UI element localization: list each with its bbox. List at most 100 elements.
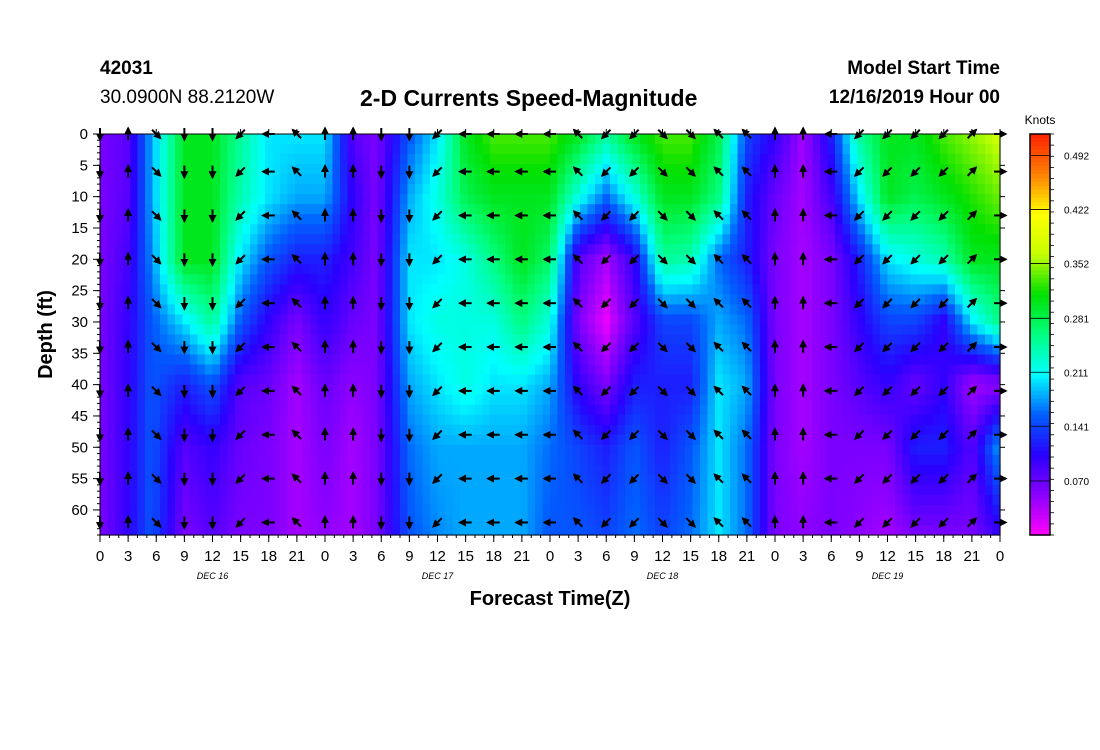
heat-cell bbox=[745, 434, 754, 446]
heat-cell bbox=[685, 194, 694, 205]
heat-cell bbox=[490, 464, 499, 476]
heat-cell bbox=[317, 404, 326, 416]
heat-cell bbox=[115, 174, 124, 185]
heat-cell bbox=[565, 454, 574, 466]
heat-cell bbox=[865, 434, 874, 446]
heat-cell bbox=[782, 424, 791, 436]
heat-cell bbox=[865, 144, 874, 155]
heat-cell bbox=[587, 144, 596, 155]
heat-cell bbox=[205, 244, 214, 255]
heat-cell bbox=[790, 374, 799, 386]
heat-cell bbox=[227, 134, 236, 145]
heat-cell bbox=[527, 424, 536, 436]
heat-cell bbox=[760, 294, 769, 306]
heat-cell bbox=[730, 134, 739, 145]
heat-cell bbox=[182, 484, 191, 496]
heat-cell bbox=[670, 144, 679, 155]
heat-cell bbox=[640, 464, 649, 476]
heat-cell bbox=[625, 364, 634, 376]
heat-cell bbox=[977, 244, 986, 255]
heat-cell bbox=[280, 374, 289, 386]
heat-cell bbox=[925, 244, 934, 255]
heat-cell bbox=[497, 254, 506, 265]
heat-cell bbox=[287, 304, 296, 316]
heat-cell bbox=[265, 194, 274, 205]
heat-cell bbox=[737, 314, 746, 326]
heat-cell bbox=[355, 404, 364, 416]
heat-cell bbox=[512, 244, 521, 255]
heat-cell bbox=[895, 234, 904, 245]
heat-cell bbox=[872, 354, 881, 366]
heat-cell bbox=[835, 414, 844, 426]
heat-cell bbox=[745, 274, 754, 285]
heat-cell bbox=[280, 134, 289, 145]
heat-cell bbox=[587, 284, 596, 295]
heat-cell bbox=[707, 394, 716, 406]
heat-cell bbox=[452, 204, 461, 215]
heat-cell bbox=[977, 354, 986, 366]
heat-cell bbox=[422, 234, 431, 245]
heat-cell bbox=[632, 484, 641, 496]
heat-cell bbox=[850, 404, 859, 416]
heat-cell bbox=[587, 424, 596, 436]
heat-cell bbox=[422, 384, 431, 396]
heat-cell bbox=[595, 184, 604, 195]
heat-cell bbox=[107, 254, 116, 265]
heat-cell bbox=[550, 364, 559, 376]
heat-cell bbox=[160, 514, 169, 526]
heat-cell bbox=[707, 134, 716, 145]
heat-cell bbox=[497, 134, 506, 145]
heat-cell bbox=[400, 464, 409, 476]
heat-cell bbox=[887, 424, 896, 436]
heat-cell bbox=[325, 394, 334, 406]
heat-cell bbox=[197, 134, 206, 145]
heat-cell bbox=[782, 464, 791, 476]
heat-cell bbox=[760, 154, 769, 165]
heat-cell bbox=[895, 464, 904, 476]
heat-cell bbox=[280, 254, 289, 265]
heat-cell bbox=[970, 224, 979, 235]
heat-cell bbox=[520, 304, 529, 316]
heat-cell bbox=[212, 384, 221, 396]
heat-cell bbox=[422, 394, 431, 406]
heat-cell bbox=[610, 524, 619, 536]
heat-cell bbox=[400, 264, 409, 275]
heat-cell bbox=[895, 144, 904, 155]
heat-cell bbox=[130, 444, 139, 456]
heat-cell bbox=[812, 324, 821, 336]
heat-cell bbox=[842, 234, 851, 245]
heat-cell bbox=[962, 364, 971, 376]
heat-cell bbox=[272, 224, 281, 235]
heat-cell bbox=[775, 474, 784, 486]
heat-cell bbox=[655, 414, 664, 426]
heat-cell bbox=[497, 334, 506, 346]
heat-cell bbox=[145, 384, 154, 396]
heat-cell bbox=[460, 144, 469, 155]
heat-cell bbox=[970, 434, 979, 446]
heat-cell bbox=[677, 464, 686, 476]
heat-cell bbox=[955, 494, 964, 506]
heat-cell bbox=[880, 194, 889, 205]
heat-cell bbox=[362, 304, 371, 316]
heat-cell bbox=[407, 194, 416, 205]
heat-cell bbox=[512, 434, 521, 446]
heat-cell bbox=[362, 314, 371, 326]
heat-cell bbox=[182, 514, 191, 526]
heat-cell bbox=[925, 414, 934, 426]
heat-cell bbox=[430, 504, 439, 516]
heat-cell bbox=[737, 244, 746, 255]
heat-cell bbox=[137, 284, 146, 295]
heat-cell bbox=[220, 184, 229, 195]
heat-cell bbox=[647, 314, 656, 326]
heat-cell bbox=[685, 184, 694, 195]
heat-cell bbox=[632, 424, 641, 436]
heat-cell bbox=[655, 324, 664, 336]
heat-cell bbox=[865, 324, 874, 336]
heat-cell bbox=[212, 294, 221, 306]
heat-cell bbox=[460, 484, 469, 496]
heat-cell bbox=[385, 214, 394, 225]
heat-cell bbox=[460, 244, 469, 255]
heat-cell bbox=[415, 514, 424, 526]
heat-cell bbox=[482, 284, 491, 295]
heat-cell bbox=[685, 374, 694, 386]
